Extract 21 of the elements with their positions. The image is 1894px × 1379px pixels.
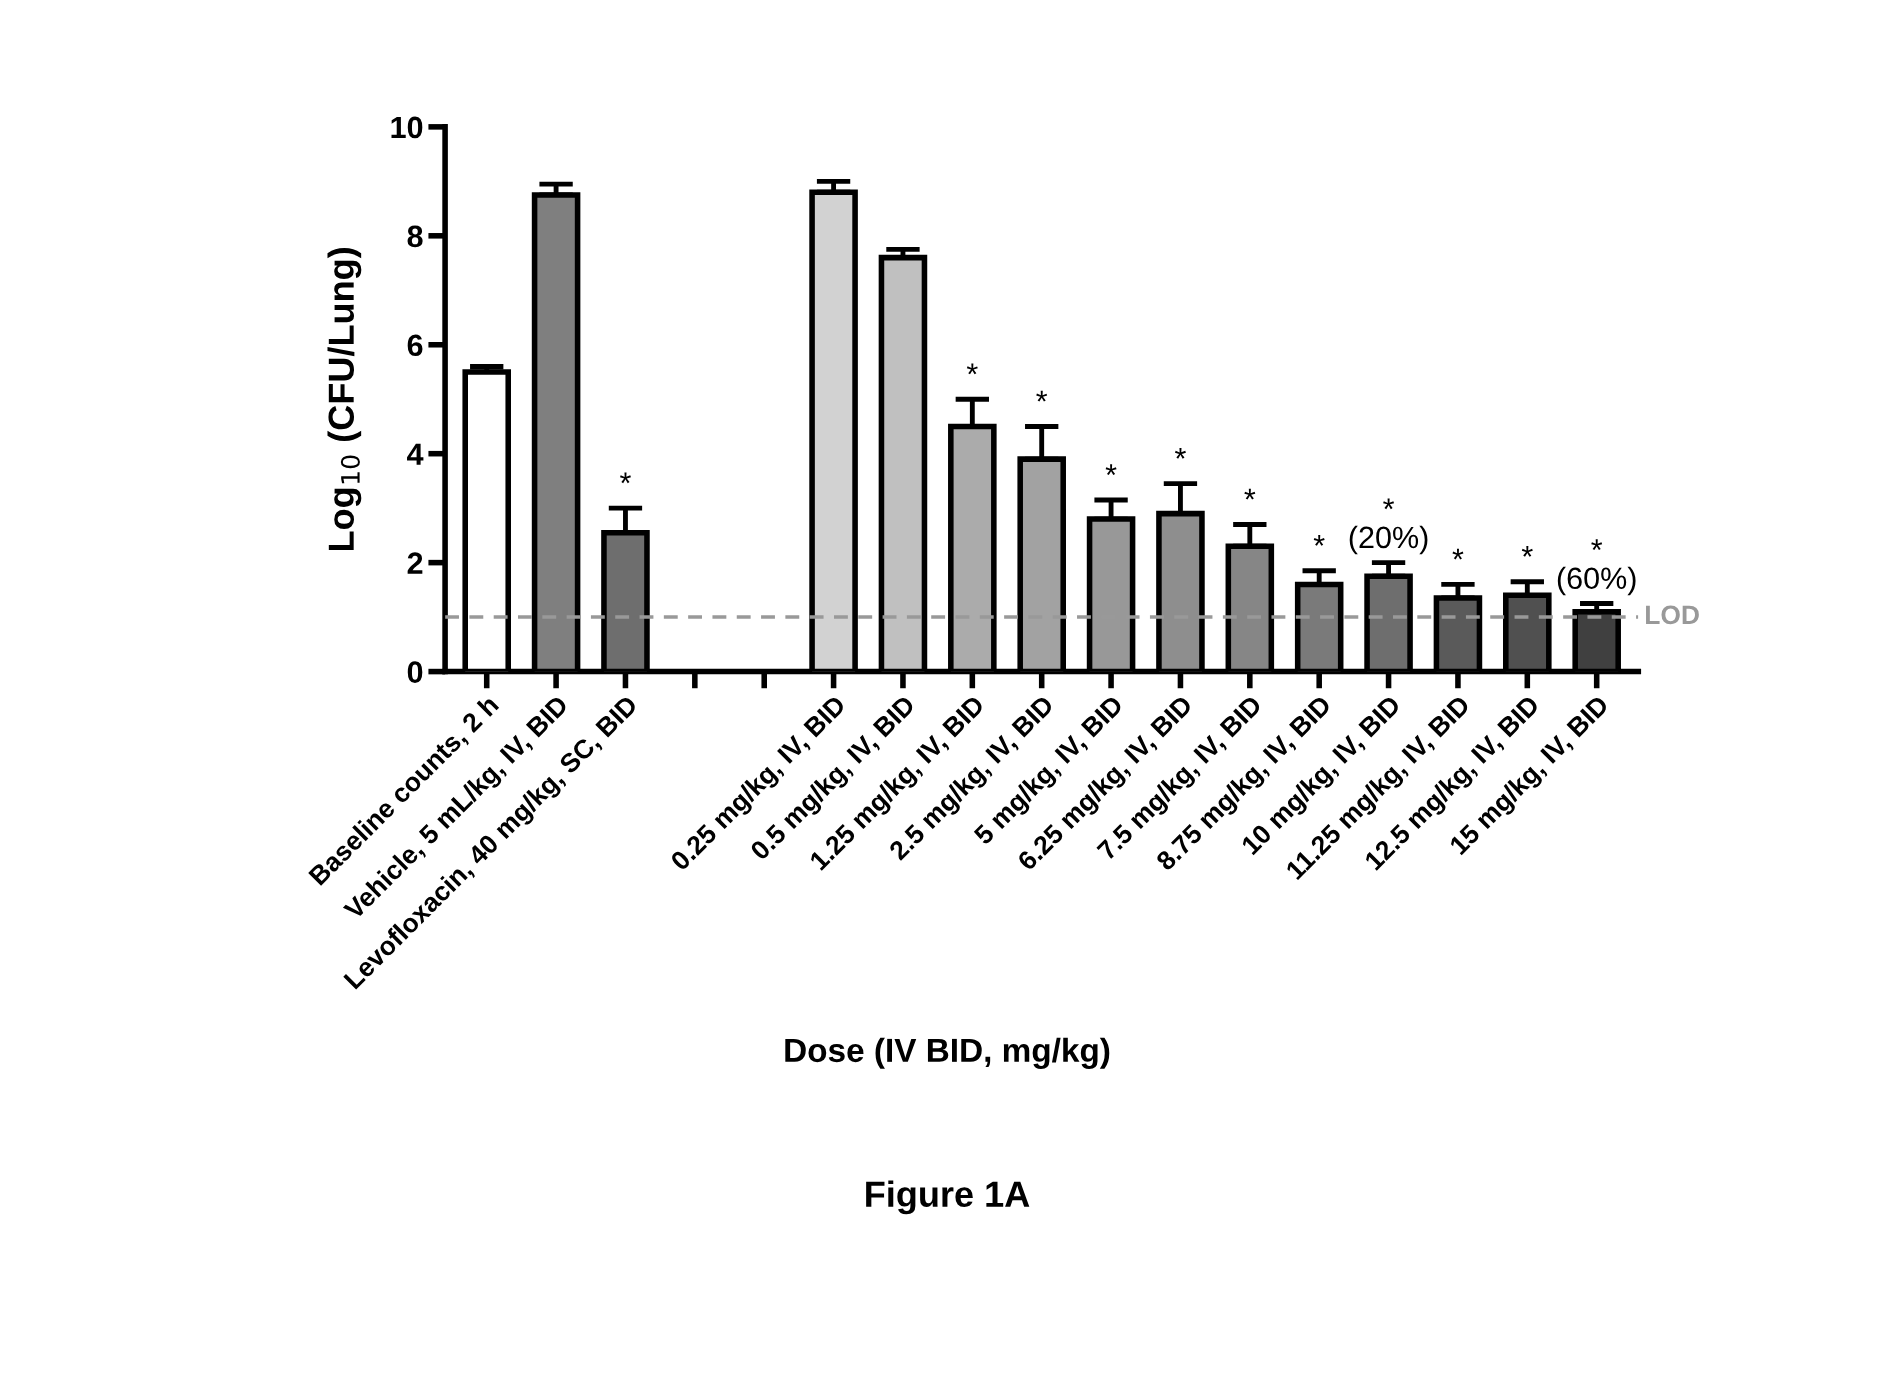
y-axis-title: Log$_{10}$ (CFU/Lung) xyxy=(327,248,362,551)
y-tick-label: 10 xyxy=(391,116,423,139)
x-axis-title: Dose (IV BID, mg/kg) xyxy=(785,1037,1110,1069)
annotation: * xyxy=(1452,548,1464,560)
annotation: * xyxy=(1313,535,1325,546)
ref-line-label: LOD xyxy=(1646,605,1699,625)
annotation: * xyxy=(966,363,978,375)
annotation: * xyxy=(1244,488,1256,500)
y-tick-label: 8 xyxy=(407,225,423,248)
annotation: * (20%) xyxy=(1349,498,1428,555)
annotation: * xyxy=(1174,447,1186,459)
annotation: * xyxy=(1521,546,1533,557)
annotation: * xyxy=(1036,390,1048,402)
annotation: * xyxy=(620,472,631,484)
y-tick-label: 2 xyxy=(407,552,423,574)
annotation: * (60%) xyxy=(1557,539,1636,596)
y-tick-label: 0 xyxy=(407,661,423,683)
y-tick-label: 4 xyxy=(407,443,424,465)
y-tick-label: 6 xyxy=(407,334,423,357)
caption: Figure 1A xyxy=(866,1180,1030,1215)
annotation: * xyxy=(1105,464,1117,476)
